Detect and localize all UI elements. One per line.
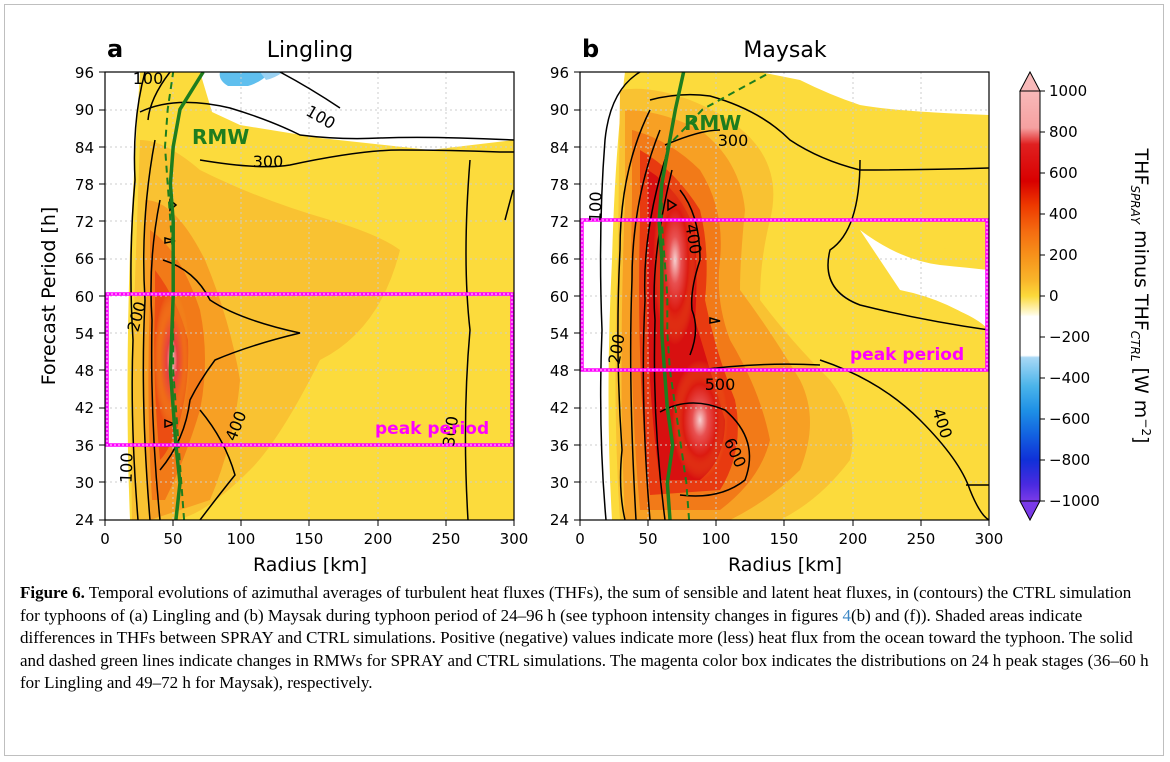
- panel-a-tick-marks: [99, 71, 515, 526]
- y-tick-label: 66: [75, 250, 94, 268]
- colorbar-label: THFSPRAY minus THFCTRL [W m−2]: [1128, 148, 1153, 444]
- y-tick-label: 24: [75, 511, 94, 529]
- y-tick-label: 54: [550, 325, 569, 343]
- figure-6: 100 100 300 200 400 300 100 RMW peak per…: [38, 35, 1153, 576]
- y-tick-label: 72: [75, 213, 94, 231]
- panel-b: 100 300 100 400 200 500 600 400 RMW peak…: [550, 35, 1003, 576]
- panel-a-peak-label: peak period: [375, 419, 489, 439]
- panel-b-tick-marks: [574, 71, 990, 526]
- colorbar: 1000 800 600 400 200 0 −200 −400 −600 −8…: [1019, 70, 1153, 522]
- x-tick-label: 200: [364, 530, 393, 548]
- x-tick-label: 0: [100, 530, 110, 548]
- y-tick-label: 36: [75, 437, 94, 455]
- x-tick-label: 50: [638, 530, 657, 548]
- contour-label: 500: [705, 375, 736, 394]
- y-tick-label: 84: [75, 139, 94, 157]
- y-tick-label: 60: [550, 288, 569, 306]
- y-tick-label: 54: [75, 325, 94, 343]
- colorbar-tick-labels: 1000 800 600 400 200 0 −200 −400 −600 −8…: [1049, 82, 1100, 510]
- figure-frame: [4, 4, 1164, 756]
- x-tick-label: 100: [227, 530, 256, 548]
- contour-label: 100: [116, 452, 136, 483]
- panel-b-x-axis-label: Radius [km]: [728, 554, 842, 576]
- y-tick-label: 72: [550, 213, 569, 231]
- y-tick-label: 48: [75, 362, 94, 380]
- y-tick-label: 36: [550, 437, 569, 455]
- y-tick-label: 66: [550, 250, 569, 268]
- figure-reference-link[interactable]: 4: [842, 605, 851, 625]
- colorbar-tick-label: 800: [1049, 123, 1078, 141]
- caption-label: Figure 6.: [20, 583, 85, 602]
- panel-a-letter: a: [107, 35, 123, 63]
- y-tick-label: 24: [550, 511, 569, 529]
- colorbar-tick-label: −800: [1049, 451, 1090, 469]
- panel-a: 100 100 300 200 400 300 100 RMW peak per…: [38, 35, 528, 576]
- panel-a-x-axis-label: Radius [km]: [253, 554, 367, 576]
- x-tick-label: 300: [975, 530, 1004, 548]
- contour-label: 300: [253, 152, 284, 171]
- y-tick-label: 42: [75, 399, 94, 417]
- panel-b-rmw-lines: [657, 72, 772, 520]
- y-tick-label: 30: [550, 474, 569, 492]
- panel-b-rmw-label: RMW: [684, 111, 741, 135]
- caption-text-1: Temporal evolutions of azimuthal average…: [20, 583, 1132, 625]
- contour-label: 300: [718, 131, 749, 150]
- panel-a-x-ticks: 0 50 100 150 200 250 300: [100, 530, 528, 548]
- figure-caption: Figure 6. Temporal evolutions of azimuth…: [20, 582, 1150, 695]
- y-tick-label: 42: [550, 399, 569, 417]
- x-tick-label: 150: [295, 530, 324, 548]
- colorbar-tick-label: −600: [1049, 410, 1090, 428]
- y-tick-label: 30: [75, 474, 94, 492]
- colorbar-tick-label: 600: [1049, 164, 1078, 182]
- y-tick-label: 84: [550, 139, 569, 157]
- panel-b-x-ticks: 0 50 100 150 200 250 300: [575, 530, 1003, 548]
- colorbar-tick-label: 200: [1049, 246, 1078, 264]
- panel-a-grid: [105, 72, 514, 520]
- panel-a-title: Lingling: [267, 38, 353, 63]
- contour-label: 300: [439, 415, 462, 448]
- colorbar-tick-label: −400: [1049, 369, 1090, 387]
- y-tick-label: 96: [75, 64, 94, 82]
- y-tick-label: 48: [550, 362, 569, 380]
- panel-b-letter: b: [582, 35, 599, 63]
- panel-b-contour-labels: 100 300 100 400 200 500 600 400: [585, 131, 956, 471]
- caption-text-2: (b) and (f)). Shaded areas indicate diff…: [20, 605, 1149, 693]
- colorbar-tick-label: 400: [1049, 205, 1078, 223]
- x-tick-label: 250: [907, 530, 936, 548]
- panel-a-contour-labels: 100 100 300 200 400 300 100: [116, 69, 462, 483]
- colorbar-tick-label: −200: [1049, 328, 1090, 346]
- y-tick-label: 90: [550, 101, 569, 119]
- colorbar-tick-label: 1000: [1049, 82, 1087, 100]
- x-tick-label: 200: [839, 530, 868, 548]
- y-tick-label: 78: [75, 176, 94, 194]
- x-tick-label: 0: [575, 530, 585, 548]
- panel-b-peak-label: peak period: [850, 345, 964, 365]
- panel-b-y-ticks: 24 30 36 42 48 54 60 66 72 78 84 90 96: [550, 64, 569, 529]
- contour-label: 100: [133, 69, 164, 88]
- rmw-ctrl-line: [660, 72, 772, 520]
- y-axis-label: Forecast Period [h]: [38, 207, 60, 386]
- x-tick-label: 50: [163, 530, 182, 548]
- colorbar-tick-label: 0: [1049, 287, 1059, 305]
- colorbar-tick-label: −1000: [1049, 492, 1100, 510]
- y-tick-label: 60: [75, 288, 94, 306]
- x-tick-label: 250: [432, 530, 461, 548]
- y-tick-label: 96: [550, 64, 569, 82]
- contour-label: 100: [585, 191, 605, 222]
- panel-a-rmw-label: RMW: [192, 125, 249, 149]
- x-tick-label: 150: [770, 530, 799, 548]
- panel-b-title: Maysak: [743, 38, 826, 63]
- x-tick-label: 100: [702, 530, 731, 548]
- panel-a-y-ticks: 24 30 36 42 48 54 60 66 72 78 84 90 96: [75, 64, 94, 529]
- y-tick-label: 78: [550, 176, 569, 194]
- x-tick-label: 300: [500, 530, 529, 548]
- y-tick-label: 90: [75, 101, 94, 119]
